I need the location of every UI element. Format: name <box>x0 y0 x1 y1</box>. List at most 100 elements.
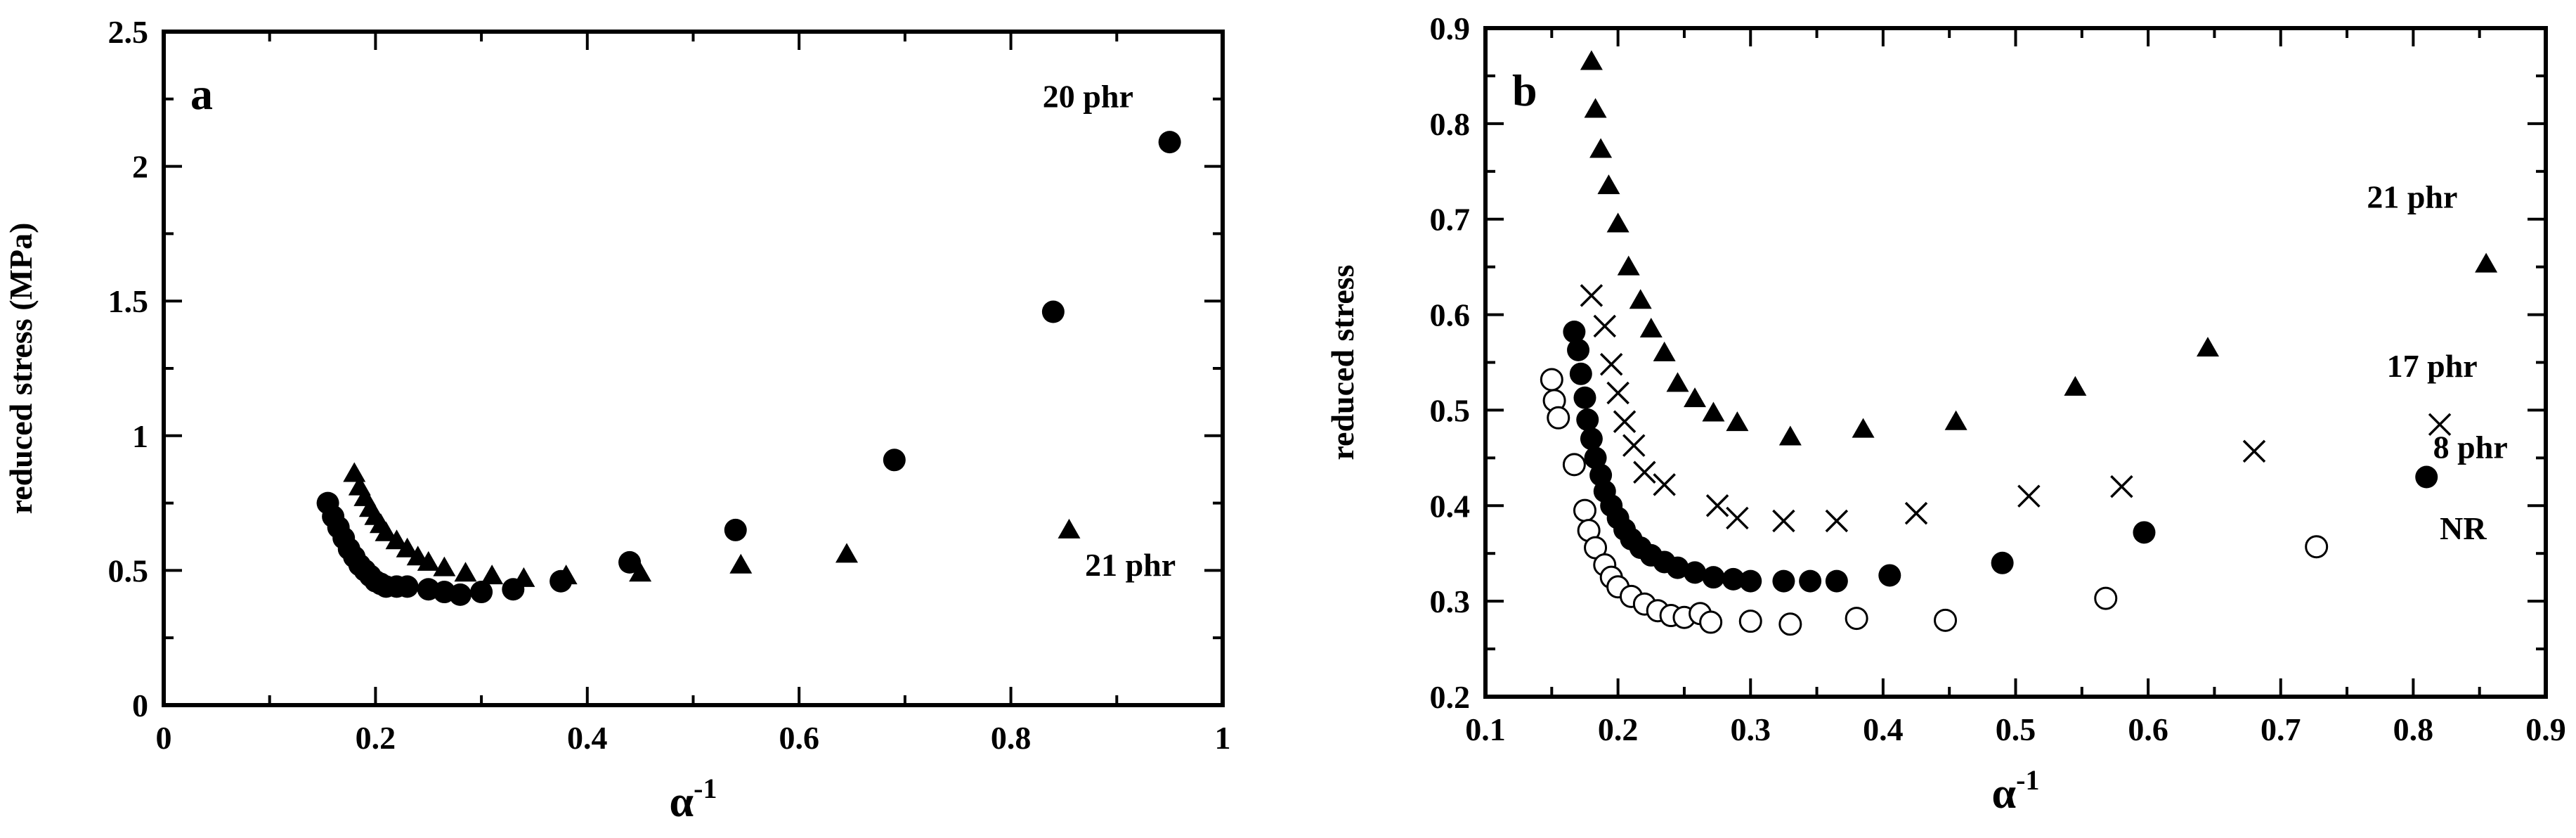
chart-b-series-label-21-phr: 21 phr <box>2367 179 2457 214</box>
chart-b-nr-point <box>1738 610 1762 633</box>
chart-b-21-phr-point <box>1629 289 1652 309</box>
chart-b-y-tick-label: 0.3 <box>1430 584 1471 619</box>
chart-b-17-phr-point <box>1825 509 1849 533</box>
chart-a-x-tick-label: 0.4 <box>567 720 608 756</box>
chart-b-y-tick-label: 0.9 <box>1430 11 1471 46</box>
chart-b-nr-point <box>2094 586 2118 610</box>
chart-b-nr-point <box>2305 535 2329 559</box>
chart-b-x-tick-label: 0.4 <box>1863 711 1904 747</box>
chart-b-series-label-17-phr: 17 phr <box>2387 348 2478 384</box>
chart-b-x-tick-label: 0.2 <box>1598 711 1639 747</box>
chart-b-17-phr-point <box>2242 439 2266 463</box>
chart-b-nr-point <box>1562 453 1586 477</box>
chart-a-series-label-21-phr: 21 phr <box>1085 547 1176 583</box>
chart-a-20-phr-point <box>1158 131 1181 154</box>
chart-b-x-tick-label: 0.3 <box>1731 711 1771 747</box>
chart-b-17-phr-point <box>1772 509 1795 533</box>
chart-b-nr-point <box>1845 607 1868 631</box>
chart-a-21-phr-point <box>454 562 477 582</box>
chart-b-8-phr-point <box>1563 321 1586 344</box>
chart-b-21-phr-point <box>1589 138 1613 158</box>
chart-a-x-axis-label-superscript: -1 <box>694 773 717 804</box>
chart-b-y-tick-label: 0.5 <box>1430 392 1471 428</box>
chart-b-8-phr-point <box>1702 566 1725 589</box>
chart-b-series-label-8-phr: 8 phr <box>2433 429 2508 465</box>
chart-b-21-phr-point <box>1653 341 1676 361</box>
chart-b-8-phr-point <box>1567 338 1590 361</box>
chart-b-21-phr-point <box>2064 375 2087 396</box>
chart-b-21-phr-point <box>1702 401 1725 422</box>
chart-a-20-phr-point <box>396 575 419 598</box>
chart-b-21-phr-point <box>1852 418 1875 438</box>
chart-a-21-phr-point <box>375 521 398 541</box>
chart-b-y-axis-label: reduced stress <box>1325 264 1360 460</box>
chart-a-x-tick-label: 0.2 <box>356 720 396 756</box>
chart-b-series-21-phr <box>1580 50 2498 446</box>
chart-a-series-21-phr <box>343 462 1081 587</box>
chart-a-x-tick-label: 1 <box>1215 720 1231 756</box>
chart-b-8-phr-point <box>1722 567 1745 591</box>
chart-a-y-tick-label: 2 <box>132 149 148 185</box>
chart-b-8-phr-point <box>1684 561 1707 584</box>
chart-b-8-phr-point <box>1573 386 1596 409</box>
chart-b-21-phr-point <box>1778 425 1802 446</box>
chart-a-panel-letter: a <box>190 69 213 119</box>
chart-a-y-axis-label: reduced stress (MPa) <box>3 223 39 515</box>
chart-b-series-label-nr: NR <box>2440 510 2487 546</box>
chart-b-8-phr-point <box>1799 569 1822 593</box>
chart-b-y-tick-label: 0.8 <box>1430 106 1471 142</box>
chart-a-21-phr-point <box>433 556 456 576</box>
chart-a-20-phr-point <box>724 518 747 541</box>
chart-b-17-phr-point <box>1904 501 1928 525</box>
chart-b-nr-point <box>1573 498 1596 522</box>
chart-b-21-phr-point <box>1617 255 1640 276</box>
chart-b-17-phr-point <box>1726 506 1749 530</box>
chart-b-panel-letter: b <box>1512 65 1537 115</box>
chart-b-nr-point <box>1778 612 1802 636</box>
chart-a-x-axis-label-base: α <box>670 778 694 826</box>
chart-b-17-phr-point <box>1613 410 1637 433</box>
chart-a: 0 0.2 0.4 0.6 0.8 1 0 0.5 1 1.5 2 2.5 α-1 reduced str… <box>3 14 1231 826</box>
chart-b-21-phr-point <box>1639 317 1663 337</box>
chart-b-nr-point <box>1540 368 1563 392</box>
chart-b-y-tick-label: 0.7 <box>1430 202 1471 238</box>
chart-b-8-phr-point <box>1569 362 1592 385</box>
chart-a-20-phr-point <box>883 449 906 472</box>
chart-b-21-phr-point <box>1726 411 1749 432</box>
chart-a-x-tick-label: 0.6 <box>779 720 819 756</box>
chart-a-20-phr-point <box>1041 300 1065 323</box>
chart-b-21-phr-point <box>1606 212 1629 233</box>
chart-b-17-phr-point <box>1653 473 1676 496</box>
chart-a-20-phr-point <box>448 583 471 606</box>
chart-a-21-phr-point <box>729 553 753 574</box>
chart-b-series-8-phr <box>1563 321 2438 593</box>
chart-a-y-tick-label: 1 <box>132 418 148 454</box>
chart-b-21-phr-point <box>1684 387 1707 408</box>
chart-b-21-phr-point <box>1666 372 1689 392</box>
chart-a-x-tick-label: 0 <box>156 720 172 756</box>
chart-b-x-axis-label: α-1 <box>1992 764 2040 818</box>
chart-b-17-phr-point <box>2110 475 2133 498</box>
chart-b-21-phr-point <box>1944 410 1967 430</box>
chart-a-20-phr-point <box>470 581 493 604</box>
chart-b-17-phr-point <box>1606 381 1629 405</box>
chart-a-series-label-20-phr: 20 phr <box>1043 78 1133 114</box>
chart-b-21-phr-point <box>2197 337 2220 357</box>
chart-b-8-phr-point <box>2133 521 2156 544</box>
chart-b-x-tick-label: 0.8 <box>2393 711 2434 747</box>
chart-a-21-phr-point <box>835 543 859 563</box>
chart-b-series-nr <box>1540 368 2329 636</box>
chart-a-21-phr-point <box>629 562 652 582</box>
chart-b-17-phr-point <box>1705 494 1729 517</box>
chart-b-17-phr-point <box>1622 434 1646 457</box>
chart-a-21-phr-point <box>554 565 578 585</box>
chart-b-x-tick-label: 0.7 <box>2260 711 2301 747</box>
chart-b-8-phr-point <box>2415 465 2438 489</box>
chart-b-21-phr-point <box>1597 174 1620 195</box>
chart-b-x-tick-label: 0.9 <box>2525 711 2566 747</box>
chart-a-y-tick-label: 0.5 <box>108 553 149 588</box>
chart-a-21-phr-point <box>385 529 408 550</box>
chart-a-frame <box>162 30 1225 707</box>
chart-b-8-phr-point <box>1772 569 1795 593</box>
chart-a-x-tick-label: 0.8 <box>991 720 1032 756</box>
